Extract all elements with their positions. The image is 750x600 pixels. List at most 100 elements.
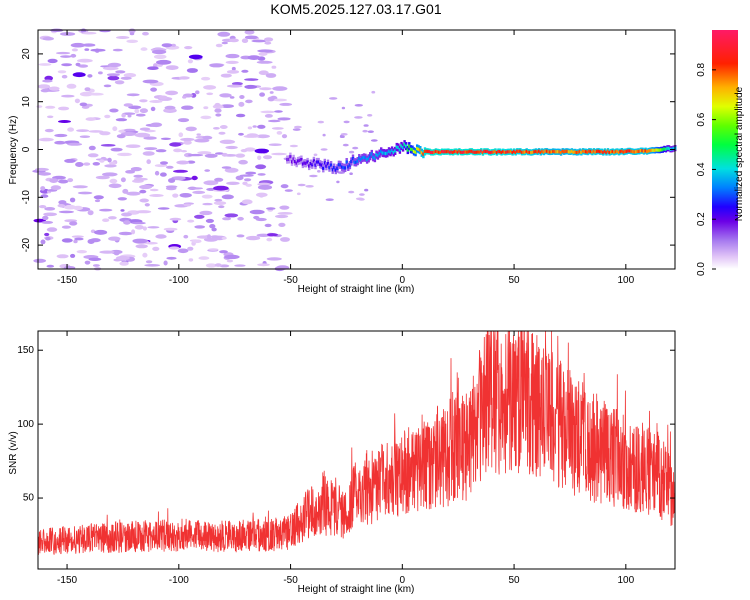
spectrogram-cell bbox=[616, 149, 619, 153]
spectrogram-cell bbox=[509, 149, 513, 154]
spectrogram-cell bbox=[154, 170, 160, 176]
spectrogram-cell bbox=[213, 201, 227, 206]
spectrogram-cell bbox=[314, 163, 317, 167]
spectrogram-cell bbox=[149, 100, 163, 103]
spectrogram-cell bbox=[491, 150, 494, 154]
spectrogram-cell bbox=[154, 164, 168, 168]
spectrogram-cell bbox=[125, 170, 136, 174]
spectrogram-cell bbox=[236, 234, 245, 238]
spectrogram-cell bbox=[213, 185, 229, 191]
spectrogram-cell bbox=[40, 186, 46, 191]
spectrogram-cell bbox=[74, 98, 80, 104]
spectrogram-cell bbox=[519, 149, 522, 153]
spectrogram-cell bbox=[361, 156, 364, 160]
spectrogram-cell bbox=[92, 162, 101, 166]
spectrogram-cell bbox=[331, 168, 334, 172]
spectrogram-cell bbox=[57, 204, 66, 208]
spectrogram-cell bbox=[218, 205, 225, 209]
spectrogram-cell bbox=[365, 158, 369, 162]
spectrogram-cell bbox=[142, 151, 155, 156]
spectrogram-cell bbox=[201, 194, 213, 199]
spectrogram-cell bbox=[255, 164, 267, 170]
spectrogram-cell bbox=[516, 149, 519, 153]
spectrogram-cell bbox=[235, 113, 246, 118]
colorbar-label: Normalized spectral amplitude bbox=[734, 86, 745, 221]
spectrogram-cell bbox=[556, 150, 560, 154]
spectrogram-cell bbox=[147, 66, 159, 70]
spectrogram-cell bbox=[187, 59, 193, 64]
spectrogram-cell bbox=[67, 127, 74, 132]
spectrogram-cell bbox=[180, 150, 187, 153]
spectrogram-cell bbox=[320, 148, 328, 151]
spectrogram-cell bbox=[570, 149, 574, 153]
spectrogram-cell bbox=[150, 87, 158, 92]
snr-series-line bbox=[37, 330, 676, 555]
spectrogram-cell bbox=[229, 96, 235, 99]
colorbar-tick-label: 0.8 bbox=[696, 62, 707, 76]
spectrogram-cell bbox=[71, 235, 84, 238]
spectrogram-cell bbox=[329, 163, 333, 167]
spectrogram-cell bbox=[88, 130, 104, 133]
spectrogram-cell bbox=[226, 181, 240, 185]
spectrogram-cell bbox=[107, 75, 120, 81]
spectrogram-cell bbox=[341, 106, 346, 110]
colorbar-tick-label: 0.2 bbox=[696, 212, 707, 226]
spectrogram-cell bbox=[381, 151, 384, 155]
spectrogram-cell bbox=[345, 160, 348, 164]
spectrogram-cell bbox=[79, 102, 88, 107]
spectrogram-cell bbox=[257, 49, 273, 53]
spectrogram-cell bbox=[58, 179, 69, 184]
spectrogram-cell bbox=[514, 150, 517, 154]
spectrogram-cell bbox=[453, 150, 456, 154]
spectrogram-cell bbox=[311, 163, 314, 167]
spectrogram-cell bbox=[636, 149, 639, 153]
spectrogram-cell bbox=[581, 149, 585, 153]
spectrogram-cell bbox=[394, 149, 397, 153]
spectrogram-cell bbox=[266, 237, 273, 242]
spectrogram-cell bbox=[134, 225, 144, 230]
spectrogram-cell bbox=[121, 113, 126, 118]
spectrogram-cell bbox=[336, 180, 340, 184]
x-tick-label: -100 bbox=[169, 575, 189, 586]
spectrogram-cell bbox=[94, 199, 101, 203]
spectrogram-cell bbox=[169, 217, 182, 221]
spectrogram-cell bbox=[221, 152, 228, 157]
spectrogram-cell bbox=[61, 225, 71, 229]
spectrogram-cell bbox=[583, 150, 586, 154]
spectrogram-cell bbox=[224, 254, 240, 260]
spectrogram-cell bbox=[305, 185, 314, 188]
spectrogram-cell bbox=[244, 178, 252, 182]
spectrogram-cell bbox=[182, 95, 187, 99]
spectrogram-cell bbox=[88, 145, 96, 151]
spectrogram-cell bbox=[495, 151, 499, 155]
spectrogram-cell bbox=[126, 93, 140, 97]
spectrogram-cell bbox=[455, 149, 458, 154]
spectrogram-cell bbox=[272, 98, 288, 102]
spectrogram-cell bbox=[315, 160, 319, 164]
spectrogram-cell bbox=[245, 171, 257, 175]
spectrogram-cell bbox=[647, 149, 650, 153]
spectrogram-cell bbox=[522, 150, 525, 154]
spectrogram-cell bbox=[487, 150, 491, 154]
spectrogram-cell bbox=[166, 165, 174, 169]
spectrogram-cell bbox=[99, 250, 116, 254]
spectrogram-cell bbox=[420, 151, 423, 155]
spectrogram-cell bbox=[650, 148, 653, 152]
spectrogram-cell bbox=[362, 129, 368, 133]
spectrogram-cell bbox=[153, 63, 159, 68]
spectrogram-cell bbox=[107, 62, 122, 68]
spectrogram-cell bbox=[87, 210, 94, 216]
spectrogram-cell bbox=[451, 150, 455, 154]
spectrogram-cell bbox=[534, 149, 538, 153]
spectrogram-cell bbox=[214, 102, 221, 107]
spectrogram-cell bbox=[264, 41, 272, 45]
spectrogram-cell bbox=[123, 103, 133, 107]
spectrogram-cell bbox=[267, 233, 278, 237]
spectrogram-cell bbox=[81, 31, 97, 35]
spectrogram-cell bbox=[76, 129, 90, 133]
colorbar-tick-label: 0.0 bbox=[696, 262, 707, 276]
spectrogram-cell bbox=[239, 95, 245, 99]
spectrogram-cell bbox=[622, 150, 625, 154]
spectrogram-cell bbox=[241, 69, 249, 73]
spectrogram-cell bbox=[57, 70, 67, 74]
